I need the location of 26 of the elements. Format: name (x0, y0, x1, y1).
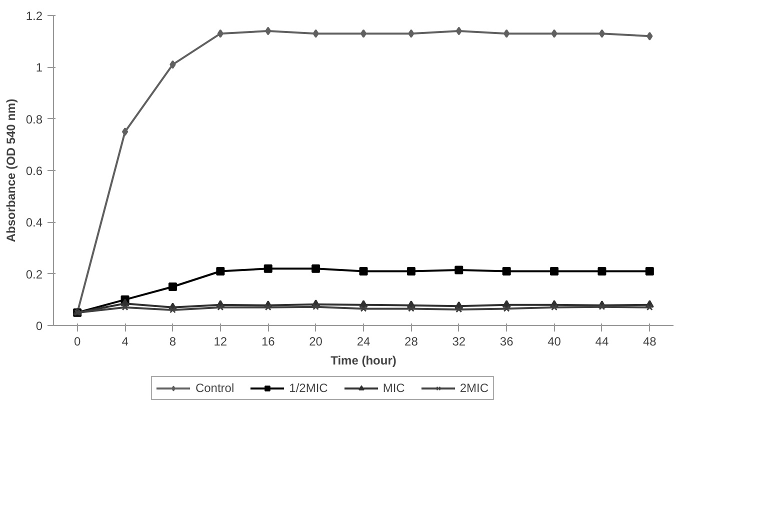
y-tick-label: 1.2 (26, 9, 43, 23)
y-axis-title: Absorbance (OD 540 nm) (4, 98, 18, 242)
x-tick-label: 44 (595, 334, 609, 348)
x-tick-label: 16 (261, 334, 276, 348)
x-tick-label: 36 (500, 334, 514, 348)
x-tick-label: 0 (74, 334, 82, 348)
x-tick-label: 8 (169, 334, 176, 348)
y-tick-label: 0 (36, 319, 43, 333)
y-tick-label: 0.8 (26, 112, 43, 126)
x-tick-label: 20 (309, 334, 323, 348)
x-axis-title: Time (hour) (330, 354, 396, 368)
y-tick-label: 0.4 (26, 216, 43, 230)
x-tick-label: 24 (356, 334, 370, 348)
x-tick-label: 48 (642, 334, 657, 348)
legend-label: Control (195, 381, 234, 395)
x-tick-label: 4 (122, 334, 129, 348)
legend-label: 1/2MIC (289, 381, 328, 395)
y-tick-label: 1 (36, 60, 43, 75)
legend-label: MIC (382, 381, 405, 395)
legend-label: 2MIC (460, 381, 489, 395)
y-tick-label: 0.2 (26, 267, 43, 282)
x-tick-label: 12 (214, 334, 228, 348)
x-tick-label: 32 (452, 334, 466, 348)
y-tick-label: 0.6 (26, 164, 43, 178)
x-tick-label: 40 (548, 334, 562, 348)
x-tick-label: 28 (404, 334, 418, 348)
